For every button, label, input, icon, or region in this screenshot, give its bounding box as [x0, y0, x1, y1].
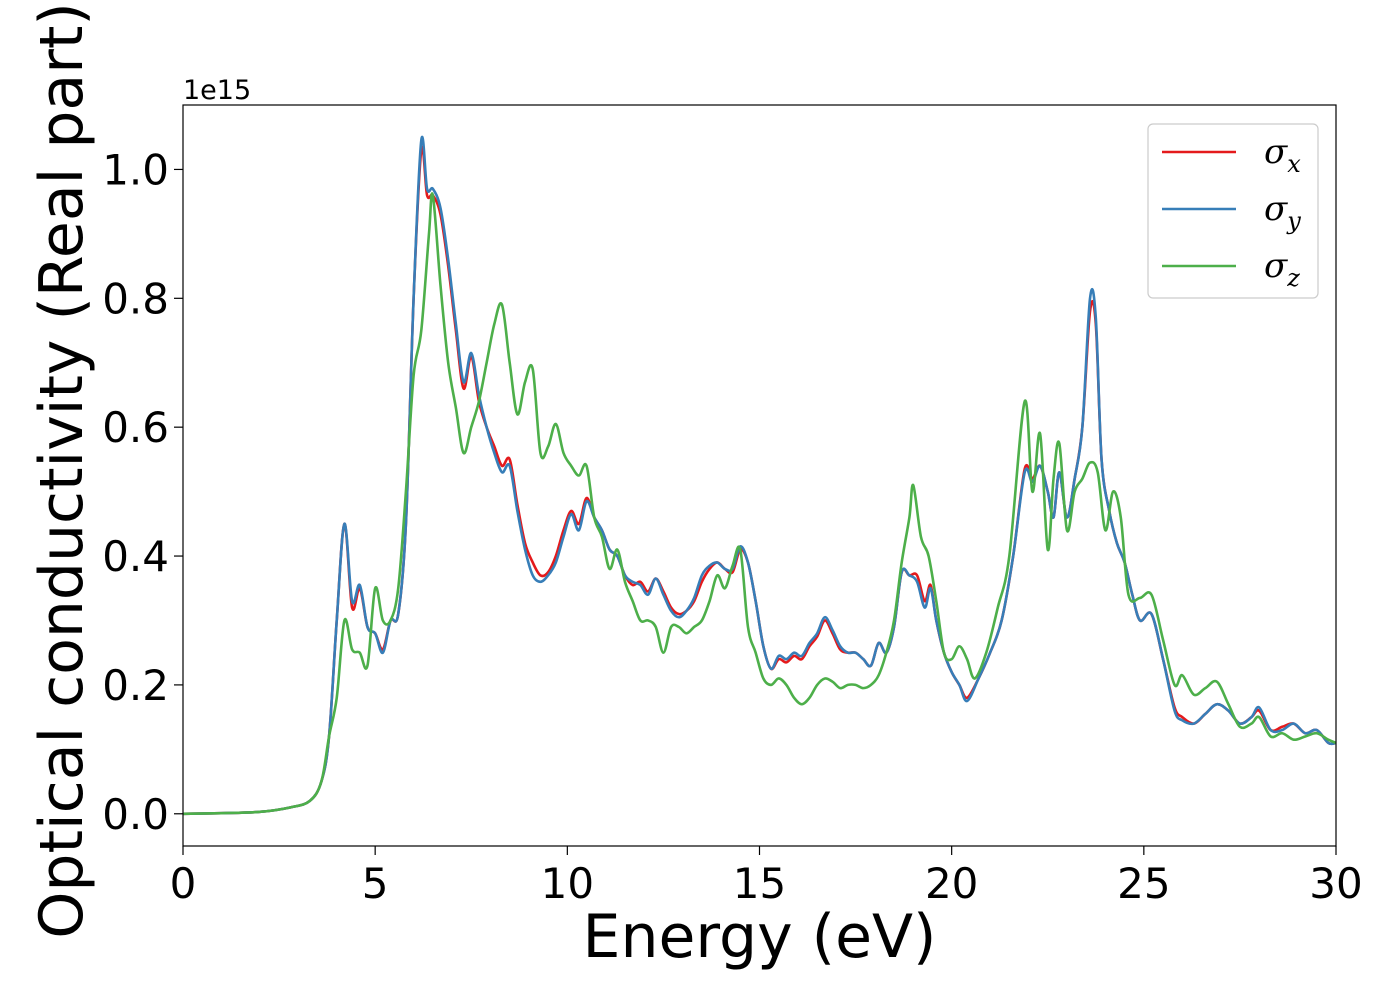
x-tick-label: 25: [1117, 859, 1170, 908]
x-axis-ticks: 0 5 10 15 20 25 30: [170, 846, 1363, 908]
legend: σx σy σz: [1147, 123, 1319, 299]
series-layer: [183, 135, 1336, 816]
y-tick-label: 0.6: [102, 403, 169, 452]
y-tick-label: 0.4: [102, 532, 169, 581]
legend-item-z: σz: [1162, 246, 1300, 292]
x-tick-label: 15: [733, 859, 786, 908]
y-axis-label: Optical conductivity (Real part): [27, 2, 97, 939]
x-tick-label: 30: [1309, 859, 1362, 908]
y-tick-label: 1.0: [102, 145, 169, 194]
y-tick-label: 0.8: [102, 274, 169, 323]
legend-label: σx: [1264, 132, 1301, 178]
y-offset-label: 1e15: [183, 75, 251, 106]
x-tick-label: 5: [362, 859, 389, 908]
y-tick-label: 0.0: [102, 790, 169, 839]
x-tick-label: 0: [170, 859, 197, 908]
x-tick-label: 10: [541, 859, 594, 908]
legend-item-x: σx: [1162, 132, 1301, 178]
x-tick-label: 20: [925, 859, 978, 908]
legend-label: σy: [1264, 189, 1301, 235]
legend-box: [1147, 123, 1319, 299]
x-axis-label: Energy (eV): [583, 902, 937, 972]
y-tick-label: 0.2: [102, 661, 169, 710]
legend-label: σz: [1264, 246, 1300, 292]
y-axis-ticks: 0.0 0.2 0.4 0.6 0.8 1.0: [102, 145, 183, 839]
series-line-z: [183, 192, 1336, 816]
legend-item-y: σy: [1162, 189, 1301, 235]
